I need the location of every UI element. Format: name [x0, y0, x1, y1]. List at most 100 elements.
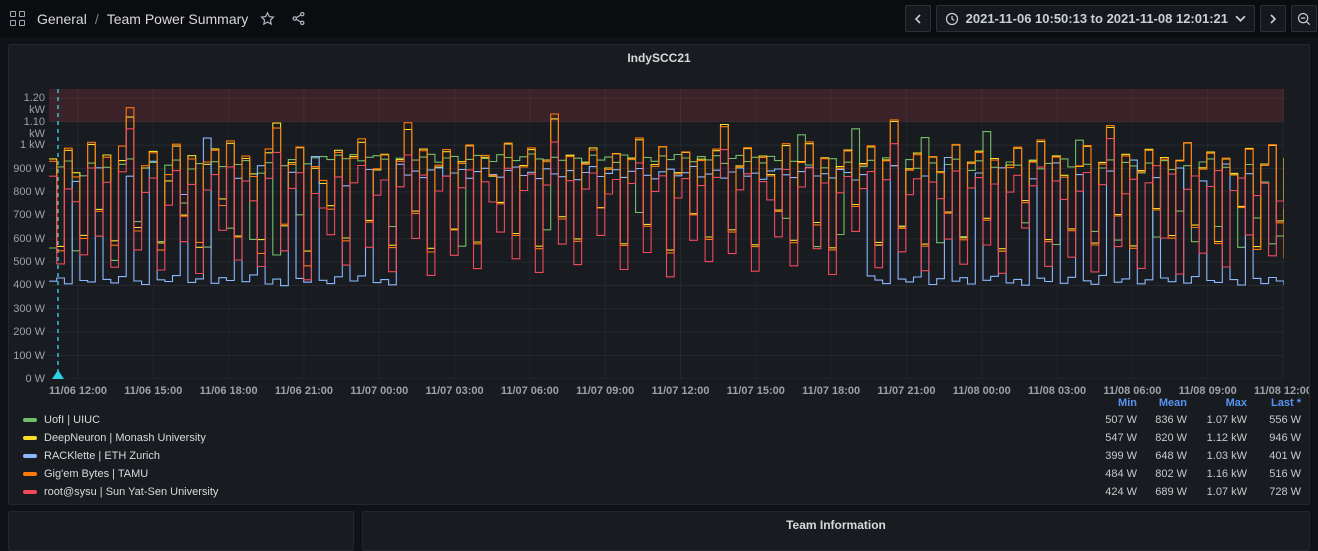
stat-mean: 836 W — [1155, 414, 1187, 426]
stat-min: 484 W — [1105, 468, 1137, 480]
legend-row: root@sysu | Sun Yat-Sen University 424 W… — [23, 483, 1301, 501]
y-tick-label: 600 W — [13, 232, 45, 245]
stat-max: 1.16 kW — [1206, 468, 1247, 480]
series-color-swatch — [23, 454, 37, 458]
breadcrumb-separator: / — [94, 10, 99, 27]
y-tick-label: 800 W — [13, 185, 45, 198]
stat-last: 946 W — [1269, 432, 1301, 444]
stat-min: 547 W — [1105, 432, 1137, 444]
stat-last: 401 W — [1269, 450, 1301, 462]
stats-header-last[interactable]: Last * — [1271, 397, 1301, 409]
chevron-left-icon — [914, 13, 921, 24]
y-tick-label: 0 W — [25, 373, 45, 385]
breadcrumb-folder[interactable]: General — [37, 10, 87, 27]
x-tick-label: 11/06 18:00 — [199, 385, 258, 397]
stats-header-min[interactable]: Min — [1118, 397, 1137, 409]
y-tick-label: 400 W — [13, 279, 45, 292]
bottom-panel-title[interactable]: Team Information — [786, 518, 886, 532]
series-label: DeepNeuron | Monash University — [44, 432, 206, 444]
dashboards-grid-icon[interactable] — [10, 11, 25, 26]
panel-title[interactable]: IndySCC21 — [627, 51, 691, 65]
x-tick-label: 11/07 15:00 — [726, 385, 785, 397]
stat-mean: 689 W — [1155, 486, 1187, 498]
time-range-label: 2021-11-06 10:50:13 to 2021-11-08 12:01:… — [965, 11, 1228, 26]
x-tick-label: 11/07 12:00 — [651, 385, 710, 397]
x-tick-label: 11/06 12:00 — [48, 385, 108, 397]
y-tick-label: 1.20 kW — [23, 92, 45, 117]
x-tick-label: 11/08 06:00 — [1103, 385, 1162, 397]
time-shift-back-button[interactable] — [904, 5, 931, 32]
x-tick-label: 11/07 03:00 — [425, 385, 484, 397]
legend-series-toggle[interactable]: Gig'em Bytes | TAMU — [23, 468, 1085, 480]
zoom-out-time-button[interactable] — [1291, 5, 1317, 32]
bottom-left-panel — [8, 511, 354, 551]
y-tick-label: 300 W — [13, 302, 45, 315]
stat-max: 1.07 kW — [1206, 414, 1247, 426]
star-icon — [260, 11, 276, 26]
x-tick-label: 11/07 18:00 — [802, 385, 861, 397]
legend-row: UofI | UIUC 507 W 836 W 1.07 kW 556 W — [23, 411, 1301, 429]
stat-last: 728 W — [1269, 486, 1301, 498]
legend-series-toggle[interactable]: UofI | UIUC — [23, 414, 1085, 426]
chevron-right-icon — [1270, 13, 1277, 24]
breadcrumb: General / Team Power Summary — [10, 9, 310, 28]
time-range-picker-button[interactable]: 2021-11-06 10:50:13 to 2021-11-08 12:01:… — [935, 5, 1255, 32]
series-label: Gig'em Bytes | TAMU — [44, 468, 149, 480]
stat-max: 1.07 kW — [1206, 486, 1247, 498]
chevron-down-icon — [1235, 15, 1246, 22]
share-icon — [292, 11, 305, 26]
stats-header-mean[interactable]: Mean — [1158, 397, 1187, 409]
series-color-swatch — [23, 472, 37, 476]
x-tick-label: 11/08 12:00 — [1253, 385, 1310, 397]
y-tick-label: 200 W — [13, 326, 45, 339]
x-tick-label: 11/06 21:00 — [274, 385, 333, 397]
y-tick-label: 900 W — [13, 162, 45, 175]
share-dashboard-button[interactable] — [287, 9, 310, 28]
stat-last: 556 W — [1269, 414, 1301, 426]
stats-header-max[interactable]: Max — [1225, 397, 1247, 409]
y-tick-label: 500 W — [13, 256, 45, 269]
legend-row: DeepNeuron | Monash University 547 W 820… — [23, 429, 1301, 447]
zoom-out-icon — [1297, 12, 1311, 25]
series-color-swatch — [23, 418, 37, 422]
legend-row: Gig'em Bytes | TAMU 484 W 802 W 1.16 kW … — [23, 465, 1301, 483]
x-tick-label: 11/08 00:00 — [952, 385, 1011, 397]
x-tick-label: 11/07 06:00 — [500, 385, 559, 397]
x-tick-label: 11/07 21:00 — [877, 385, 936, 397]
series-label: RACKlette | ETH Zurich — [44, 450, 160, 462]
time-shift-forward-button[interactable] — [1260, 5, 1286, 32]
legend-series-toggle[interactable]: RACKlette | ETH Zurich — [23, 450, 1085, 462]
x-tick-label: 11/08 03:00 — [1028, 385, 1087, 397]
breadcrumb-dashboard-title[interactable]: Team Power Summary — [106, 10, 249, 27]
y-tick-label: 1.10 kW — [23, 115, 45, 140]
bottom-right-panel: Team Information — [362, 511, 1310, 551]
stat-max: 1.03 kW — [1206, 450, 1247, 462]
stat-last: 516 W — [1269, 468, 1301, 480]
x-tick-label: 11/07 00:00 — [350, 385, 409, 397]
clock-icon — [945, 12, 958, 25]
top-nav-bar: General / Team Power Summary 2021-11-06 … — [0, 0, 1318, 37]
plot-svg — [49, 89, 1285, 380]
y-tick-label: 1 kW — [19, 139, 45, 152]
y-tick-label: 700 W — [13, 209, 45, 222]
x-tick-label: 11/06 15:00 — [124, 385, 183, 397]
legend-series-toggle[interactable]: root@sysu | Sun Yat-Sen University — [23, 486, 1085, 498]
x-tick-label: 11/07 09:00 — [576, 385, 635, 397]
legend-row: RACKlette | ETH Zurich 399 W 648 W 1.03 … — [23, 447, 1301, 465]
series-color-swatch — [23, 490, 37, 494]
stat-mean: 648 W — [1155, 450, 1187, 462]
series-color-swatch — [23, 436, 37, 440]
series-label: root@sysu | Sun Yat-Sen University — [44, 486, 219, 498]
time-controls: 2021-11-06 10:50:13 to 2021-11-08 12:01:… — [904, 5, 1317, 32]
stat-min: 507 W — [1105, 414, 1137, 426]
y-tick-label: 100 W — [13, 349, 45, 362]
x-tick-label: 11/08 09:00 — [1178, 385, 1237, 397]
legend-series-toggle[interactable]: DeepNeuron | Monash University — [23, 432, 1085, 444]
stat-mean: 820 W — [1155, 432, 1187, 444]
stat-mean: 802 W — [1155, 468, 1187, 480]
stats-header-row: Min Mean Max Last * — [23, 395, 1301, 411]
plot-area[interactable] — [49, 89, 1285, 380]
star-dashboard-button[interactable] — [256, 9, 279, 28]
legend-and-stats: Min Mean Max Last * UofI | UIUC 507 W 83… — [23, 395, 1301, 501]
stat-min: 424 W — [1105, 486, 1137, 498]
